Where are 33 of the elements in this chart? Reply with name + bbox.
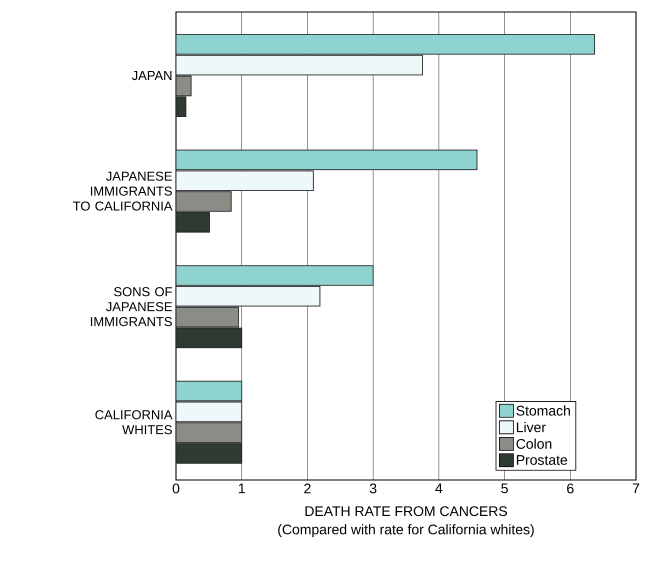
x-tick-label: 5 — [501, 484, 508, 494]
y-tick-label: JAPANESE IMMIGRANTS TO CALIFORNIA — [72, 172, 172, 211]
bar — [176, 150, 478, 170]
bar — [176, 443, 242, 464]
bar — [176, 286, 320, 307]
x-tick-label: 7 — [632, 484, 640, 494]
text: (Compared with rate for California whites) — [278, 524, 534, 538]
y-tick-label: SONS OF JAPANESE IMMIGRANTS — [90, 287, 172, 326]
y-tick-label: CALIFORNIA WHITES — [95, 410, 172, 434]
bar — [176, 191, 232, 212]
legend-label: Stomach — [516, 405, 570, 416]
x-tick-label: 6 — [567, 484, 574, 494]
legend-label: Colon — [516, 438, 552, 449]
bar — [176, 170, 314, 191]
x-tick-label: 3 — [370, 484, 376, 494]
text: Liver — [516, 422, 546, 432]
x-axis-title: DEATH RATE FROM CANCERS — [306, 506, 508, 516]
x-tick-label: 2 — [304, 484, 311, 494]
bar — [176, 76, 192, 96]
bar — [176, 54, 423, 76]
bar — [176, 328, 242, 348]
y-tick-label: JAPAN — [132, 71, 172, 80]
bar — [176, 212, 210, 233]
bar — [176, 402, 242, 422]
x-tick-label: 0 — [172, 484, 180, 494]
bar — [176, 34, 596, 55]
bar — [176, 380, 242, 402]
bar — [176, 422, 242, 443]
bar — [176, 306, 239, 328]
x-tick-label: 1 — [238, 484, 245, 494]
bar — [176, 265, 374, 286]
legend-label: Prostate — [516, 455, 568, 465]
x-tick-label: 4 — [435, 484, 442, 494]
